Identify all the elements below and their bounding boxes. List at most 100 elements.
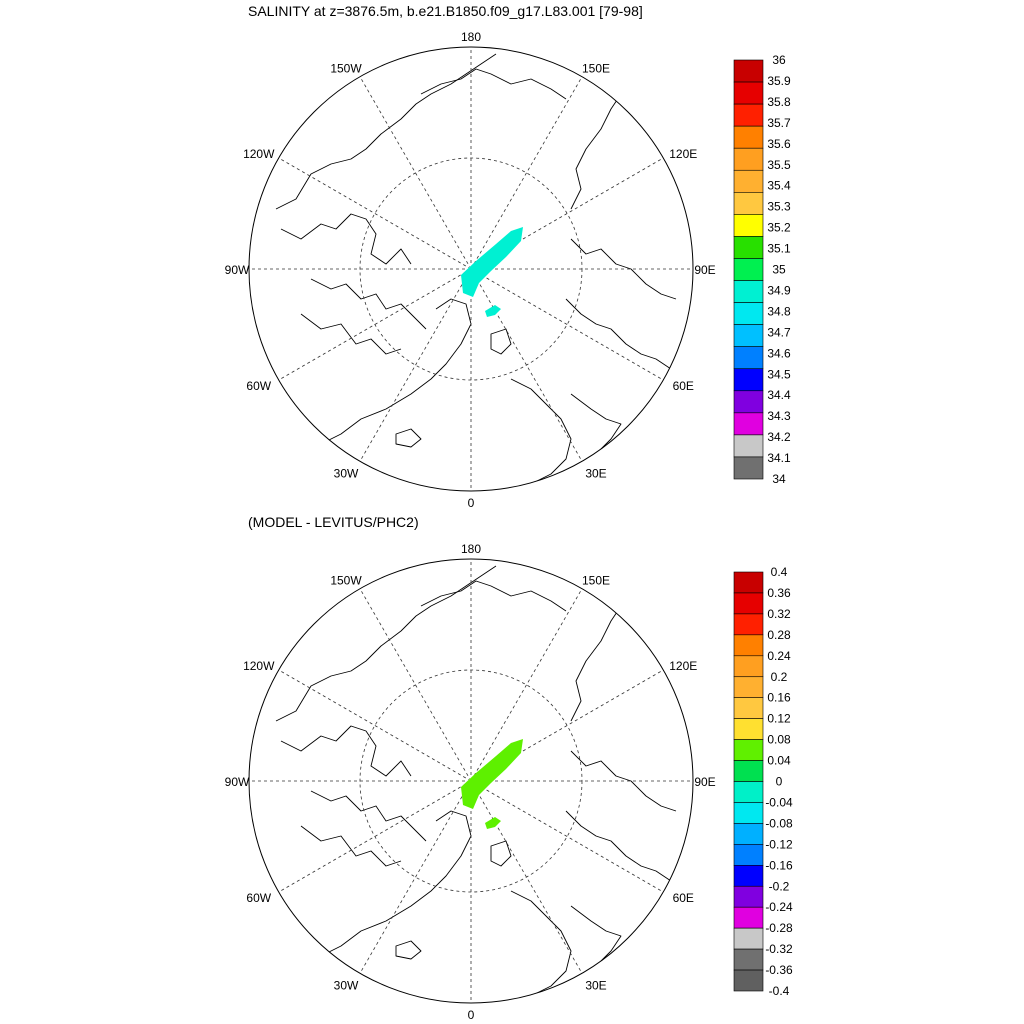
colorbar-cell	[733, 613, 764, 636]
colorbar-label: 0.32	[767, 607, 791, 621]
colorbar-cell	[733, 390, 764, 414]
colorbar-cell	[733, 823, 764, 845]
colorbar-cell	[733, 718, 764, 740]
longitude-label-mid-left-lower: 60W	[246, 891, 271, 905]
colorbar-label: 0.08	[767, 733, 791, 747]
meridian-line	[359, 268, 472, 462]
salinity-field	[461, 227, 523, 317]
colorbar-cell	[733, 103, 764, 127]
colorbar-cell	[733, 634, 764, 657]
colorbar-cell	[733, 192, 764, 215]
coastline-segment	[570, 605, 622, 722]
meridian-line	[470, 76, 583, 270]
coastline-segment	[280, 213, 412, 265]
colorbar-label: 35.3	[767, 200, 791, 214]
latitude-circle	[359, 669, 583, 893]
colorbar-label: 35.9	[767, 74, 791, 88]
colorbar-cell	[733, 147, 764, 171]
colorbar-cell	[733, 169, 764, 193]
longitude-label-mid-left-upper: 120W	[243, 147, 275, 161]
colorbar-cell	[733, 948, 764, 971]
colorbar-label: 34.3	[767, 409, 791, 423]
coastline-segment	[420, 580, 567, 612]
salinity-field	[461, 739, 523, 829]
colorbar-cell	[733, 324, 764, 347]
longitude-label-upper-left: 150W	[330, 62, 362, 76]
longitude-label-bottom: 0	[468, 1008, 475, 1022]
panel-2-title: (MODEL - LEVITUS/PHC2)	[248, 514, 419, 530]
colorbar-cell	[733, 885, 764, 908]
coastline-segment	[310, 278, 427, 330]
longitude-label-top: 180	[461, 30, 481, 44]
colorbar-cell	[733, 258, 764, 281]
longitude-label-mid-left-upper: 120W	[243, 659, 275, 673]
longitude-label-mid-right-upper: 120E	[669, 147, 697, 161]
colorbar-label: 0	[776, 775, 783, 789]
colorbar-label: 34.7	[767, 325, 791, 339]
longitude-label-lower-right: 30E	[585, 466, 606, 480]
coastline-segment	[320, 298, 472, 445]
latitude-circle	[359, 157, 583, 381]
longitude-label-mid-right-lower: 60E	[673, 891, 694, 905]
colorbar-label: 35.1	[767, 242, 791, 256]
meridian-line	[278, 669, 472, 782]
colorbar-label: 0.04	[767, 754, 791, 768]
colorbar-cell	[733, 844, 764, 866]
colorbar-cell	[733, 81, 764, 105]
colorbar-label: 0.24	[767, 649, 791, 663]
colorbar-cell	[733, 368, 764, 392]
colorbar-label: -0.24	[765, 900, 793, 914]
colorbar-cell	[733, 214, 764, 237]
colorbar-cell	[733, 280, 764, 303]
longitude-label-lower-left: 30W	[334, 978, 359, 992]
colorbar-label: -0.36	[765, 963, 793, 977]
coastlines	[275, 53, 677, 490]
map-boundary	[248, 46, 694, 492]
colorbar-label: -0.4	[769, 984, 790, 998]
colorbar-label: 35.7	[767, 116, 791, 130]
colorbar-label: 0.4	[771, 565, 788, 579]
coastline-segment	[570, 750, 677, 812]
field-patch	[461, 227, 523, 297]
panel-1-title: SALINITY at z=3876.5m, b.e21.B1850.f09_g…	[248, 3, 643, 19]
longitude-label-mid-left-lower: 60W	[246, 379, 271, 393]
colorbar-label: -0.04	[765, 795, 793, 809]
meridian-line	[470, 780, 664, 893]
colorbar-cell	[733, 739, 764, 761]
colorbar-label: 0.2	[771, 670, 788, 684]
panel-1-colorbar: 36 35.9 35.8 35.7 35.6 35.5 35.4 35.3 35.2 35.1 35…	[733, 53, 791, 486]
longitude-label-left: 90W	[225, 263, 250, 277]
map-boundary	[248, 558, 694, 1004]
longitude-label-upper-right: 150E	[582, 62, 610, 76]
coastline-segment	[320, 810, 472, 957]
colorbar-cell	[733, 655, 764, 678]
colorbar-cell	[733, 346, 764, 370]
coastline-segment	[565, 810, 672, 882]
colorbar-cell	[733, 236, 764, 259]
longitude-label-left: 90W	[225, 775, 250, 789]
colorbar-cell	[733, 697, 764, 719]
colorbar-cell	[733, 906, 764, 929]
meridian-line	[470, 268, 664, 381]
longitude-label-upper-left: 150W	[330, 574, 362, 588]
colorbar-cell	[733, 125, 764, 149]
colorbar-cell	[733, 434, 764, 458]
colorbar-cell	[733, 676, 764, 699]
colorbar-label: 34.6	[767, 346, 791, 360]
longitude-label-mid-right-lower: 60E	[673, 379, 694, 393]
colorbar-cell	[733, 412, 764, 436]
colorbar-cell	[733, 969, 764, 992]
coastline-segment	[565, 298, 672, 370]
colorbar-label: 34	[772, 472, 786, 486]
colorbar-cell	[733, 927, 764, 950]
field-patch	[485, 305, 501, 317]
coastline-segment	[570, 238, 677, 300]
colorbar-label: 35	[772, 263, 786, 277]
colorbar-cell	[733, 456, 764, 480]
longitude-label-right: 90E	[694, 775, 715, 789]
coastline-segment	[280, 725, 412, 777]
longitude-label-right: 90E	[694, 263, 715, 277]
field-patch	[485, 817, 501, 829]
colorbar-label: 0.28	[767, 628, 791, 642]
colorbar-label: -0.28	[765, 921, 793, 935]
